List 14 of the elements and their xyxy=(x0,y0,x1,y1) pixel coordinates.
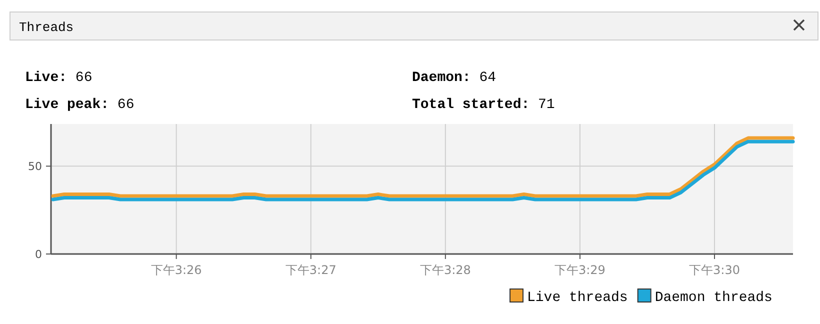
x-tick-label: 下午3:29 xyxy=(554,263,606,277)
y-tick-label: 0 xyxy=(35,248,42,261)
text: Daemon: 64 xyxy=(412,70,496,86)
legend-label: Daemon threads xyxy=(654,290,772,306)
chart-title: Threads xyxy=(19,20,74,35)
y-tick-label: 50 xyxy=(28,160,42,174)
legend-label: Live threads xyxy=(527,290,628,306)
text: Live: 66 xyxy=(25,70,92,86)
text: Total started: 71 xyxy=(412,97,555,113)
x-tick-label: 下午3:30 xyxy=(689,263,740,277)
x-tick-label: 下午3:26 xyxy=(150,263,202,277)
text: Live peak: 66 xyxy=(25,97,134,113)
x-tick-label: 下午3:28 xyxy=(420,263,471,277)
x-tick-label: 下午3:27 xyxy=(285,263,336,277)
